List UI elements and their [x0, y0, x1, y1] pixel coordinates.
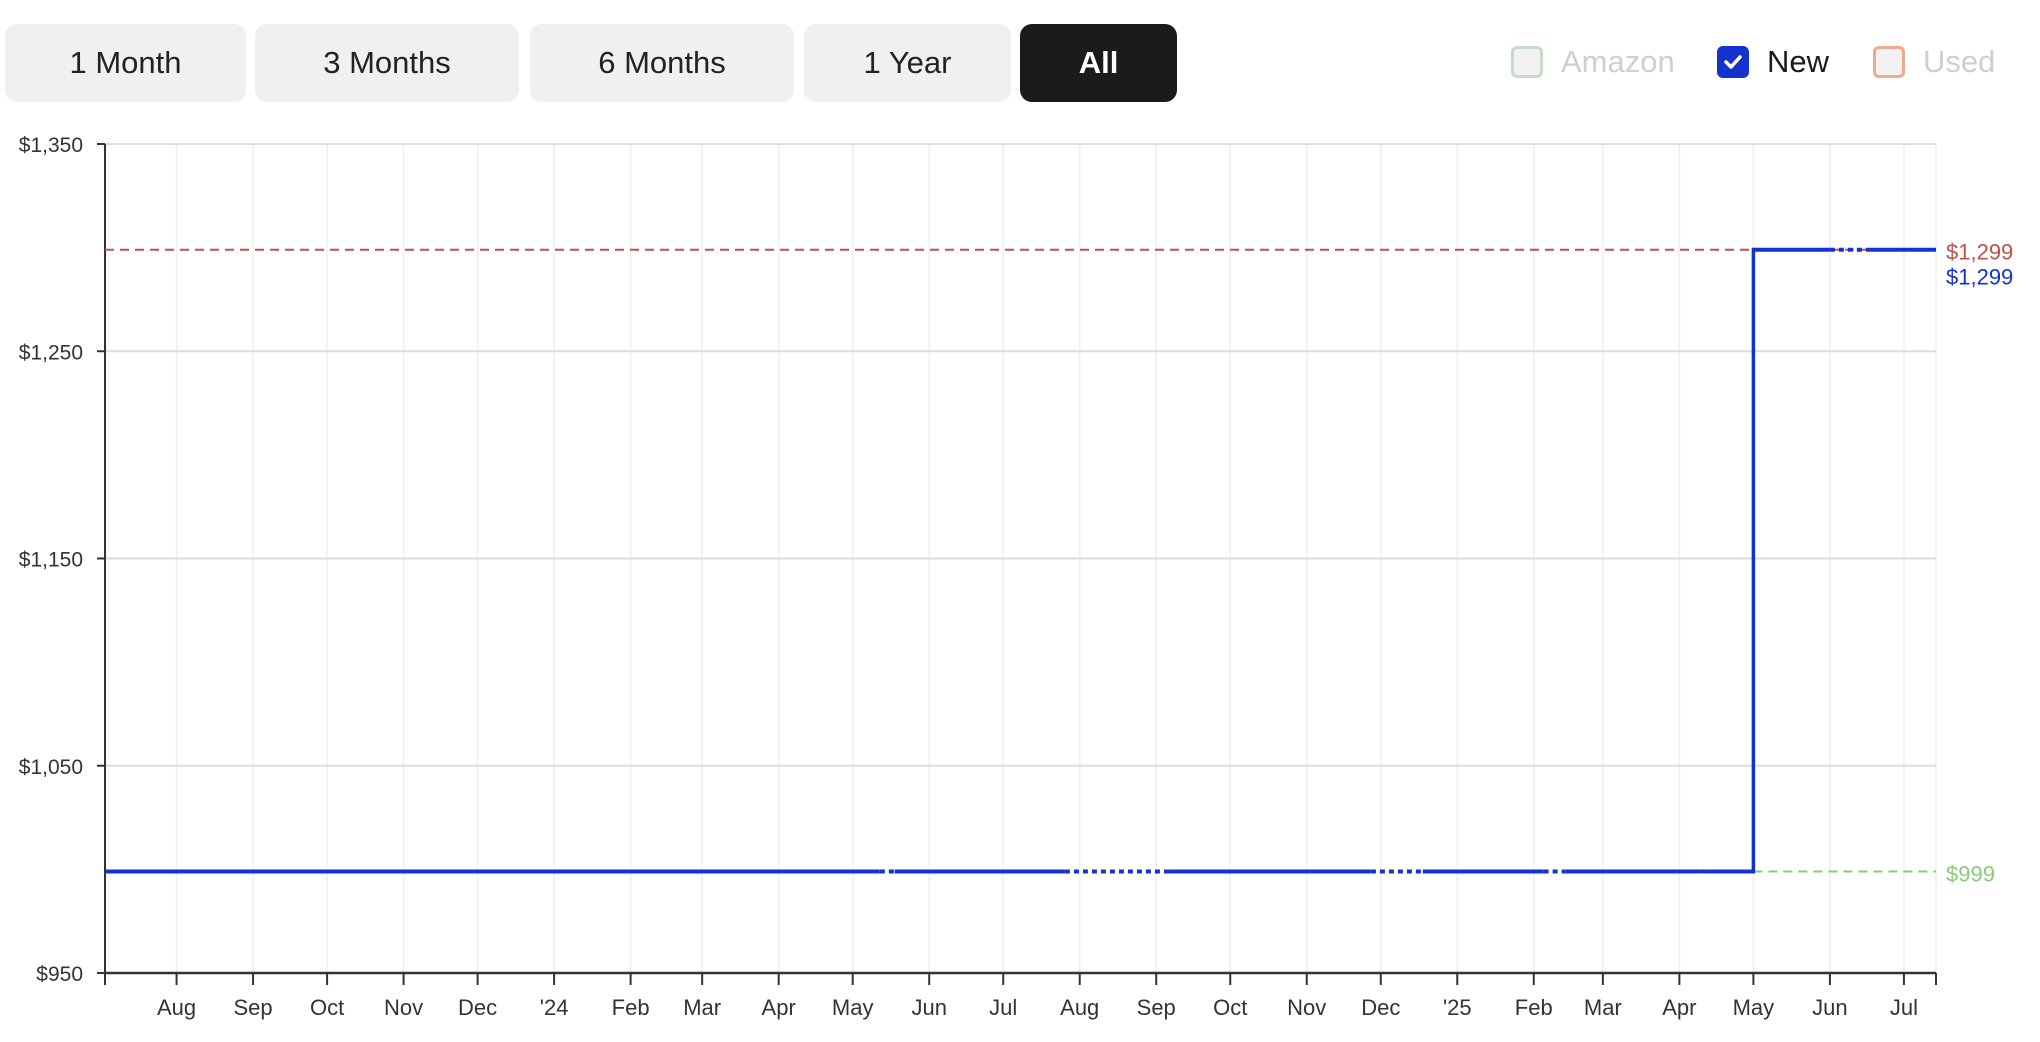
new-checkbox[interactable] — [1717, 46, 1749, 78]
x-tick-label: Feb — [612, 995, 650, 1020]
x-tick-label: '24 — [540, 995, 569, 1020]
used-checkbox[interactable] — [1873, 46, 1905, 78]
x-tick-label: May — [832, 995, 874, 1020]
x-tick-label: Sep — [233, 995, 272, 1020]
x-tick-label: Apr — [762, 995, 796, 1020]
x-tick-label: Aug — [157, 995, 196, 1020]
x-tick-label: Sep — [1137, 995, 1176, 1020]
amazon-checkbox[interactable] — [1511, 46, 1543, 78]
x-tick-label: Jun — [1812, 995, 1847, 1020]
x-tick-label: '25 — [1443, 995, 1472, 1020]
range-all-button[interactable]: All — [1020, 24, 1177, 102]
legend-new-label: New — [1767, 44, 1830, 79]
y-tick-label: $1,050 — [19, 756, 83, 779]
x-tick-label: Nov — [1287, 995, 1326, 1020]
x-tick-label: May — [1733, 995, 1775, 1020]
checkmark-icon — [1724, 55, 1742, 69]
x-tick-label: Oct — [310, 995, 344, 1020]
range-1-year-button[interactable]: 1 Year — [804, 24, 1011, 102]
x-tick-label: Dec — [458, 995, 497, 1020]
highest-price-label: $1,299 — [1946, 240, 2013, 265]
current-price-label: $1,299 — [1946, 265, 2013, 290]
y-tick-label: $1,150 — [19, 549, 83, 572]
range-1-month-button[interactable]: 1 Month — [5, 24, 246, 102]
y-tick-label: $950 — [36, 963, 83, 986]
legend-used-label: Used — [1923, 44, 1996, 79]
x-tick-label: Jul — [1890, 995, 1918, 1020]
x-tick-label: Nov — [384, 995, 423, 1020]
range-3-months-button[interactable]: 3 Months — [255, 24, 519, 102]
legend-used[interactable]: Used — [1873, 44, 1995, 80]
x-tick-label: Oct — [1213, 995, 1247, 1020]
range-6-months-button[interactable]: 6 Months — [530, 24, 794, 102]
legend-amazon-label: Amazon — [1561, 44, 1675, 79]
x-tick-label: Mar — [683, 995, 721, 1020]
lowest-price-label: $999 — [1946, 861, 1995, 886]
legend-amazon[interactable]: Amazon — [1511, 44, 1675, 80]
x-tick-label: Feb — [1515, 995, 1553, 1020]
x-tick-label: Mar — [1584, 995, 1622, 1020]
x-tick-label: Aug — [1060, 995, 1099, 1020]
x-tick-label: Jun — [911, 995, 946, 1020]
x-tick-label: Apr — [1662, 995, 1696, 1020]
x-tick-label: Jul — [989, 995, 1017, 1020]
y-tick-label: $1,350 — [19, 134, 83, 157]
legend-new[interactable]: New — [1717, 44, 1829, 80]
y-tick-label: $1,250 — [19, 341, 83, 364]
x-tick-label: Dec — [1361, 995, 1400, 1020]
